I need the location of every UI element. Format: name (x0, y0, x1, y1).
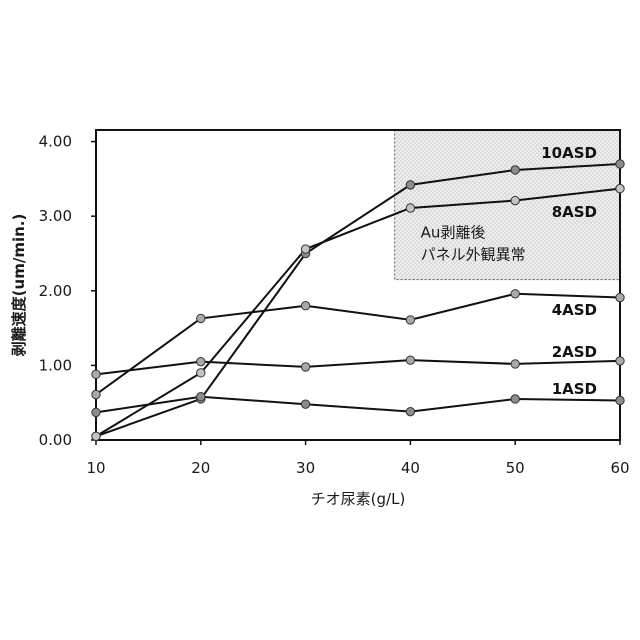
y-tick-label: 2.00 (39, 282, 72, 300)
data-point-10asd (511, 166, 519, 174)
x-tick-label: 50 (506, 459, 525, 477)
data-point-1asd (301, 400, 309, 408)
data-point-1asd (197, 393, 205, 401)
data-point-4asd (92, 390, 100, 398)
data-point-4asd (511, 290, 519, 298)
data-point-1asd (406, 407, 414, 415)
series-line-4asd (96, 294, 620, 395)
series-line-2asd (96, 360, 620, 374)
x-tick-label: 60 (610, 459, 629, 477)
series-label-2asd: 2ASD (552, 343, 597, 361)
y-tick-label: 0.00 (39, 431, 72, 449)
data-point-8asd (406, 204, 414, 212)
data-point-4asd (301, 302, 309, 310)
data-point-1asd (92, 408, 100, 416)
y-tick-label: 3.00 (39, 207, 72, 225)
data-point-2asd (197, 357, 205, 365)
data-point-8asd (301, 245, 309, 253)
y-axis-title: 剥離速度(um/min.) (10, 214, 28, 357)
y-tick-label: 1.00 (39, 356, 72, 374)
data-point-1asd (616, 396, 624, 404)
data-point-10asd (616, 160, 624, 168)
data-point-2asd (511, 360, 519, 368)
series-label-1asd: 1ASD (552, 380, 597, 398)
data-point-4asd (616, 293, 624, 301)
series-label-8asd: 8ASD (552, 203, 597, 221)
x-tick-label: 20 (191, 459, 210, 477)
data-point-1asd (511, 395, 519, 403)
data-point-2asd (301, 363, 309, 371)
data-point-2asd (616, 357, 624, 365)
series-label-10asd: 10ASD (541, 144, 597, 162)
annotation-text: Au剥離後 (421, 223, 486, 241)
data-point-8asd (197, 369, 205, 377)
data-point-8asd (511, 196, 519, 204)
x-tick-label: 30 (296, 459, 315, 477)
data-point-4asd (197, 314, 205, 322)
data-point-2asd (406, 356, 414, 364)
data-point-4asd (406, 316, 414, 324)
data-point-2asd (92, 370, 100, 378)
data-point-8asd (616, 184, 624, 192)
data-point-10asd (406, 181, 414, 189)
annotation-text: パネル外観異常 (421, 245, 526, 263)
series-line-1asd (96, 397, 620, 413)
x-tick-label: 10 (86, 459, 105, 477)
y-tick-label: 4.00 (39, 133, 72, 151)
series-label-4asd: 4ASD (552, 301, 597, 319)
x-axis-title: チオ尿素(g/L) (311, 490, 406, 508)
x-tick-label: 40 (401, 459, 420, 477)
data-point-8asd (92, 432, 100, 440)
